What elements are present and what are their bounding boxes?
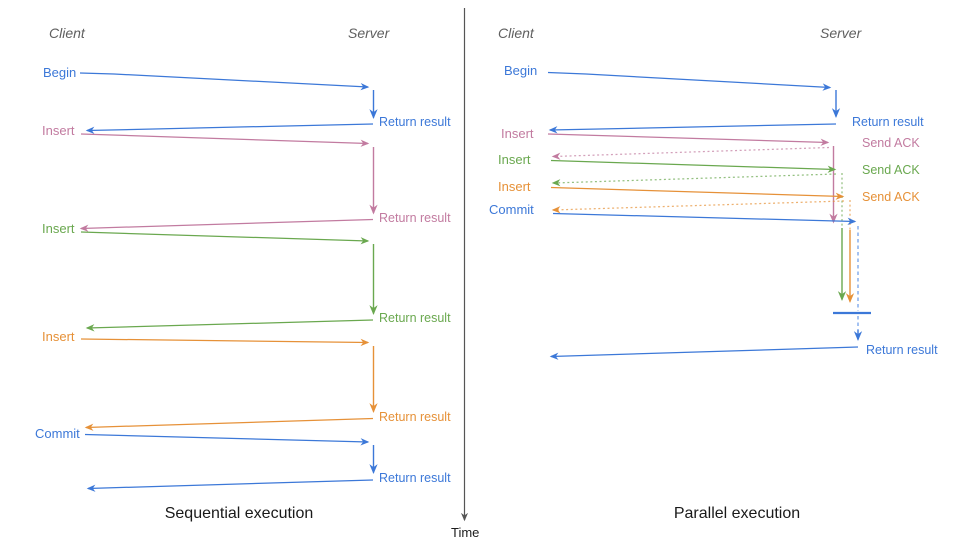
response-arrow [84, 417, 374, 431]
op-label-begin: Begin [504, 63, 537, 78]
sequential-panel: Client Server Begin Return result Insert… [35, 25, 451, 522]
request-arrow [84, 433, 370, 446]
op-label-insert-3: Insert [498, 179, 531, 194]
response-arrow [549, 346, 859, 360]
ack-arrow [551, 200, 845, 214]
panel-title-parallel: Parallel execution [674, 505, 800, 522]
op-label-insert-2: Insert [498, 152, 531, 167]
request-arrow [80, 133, 370, 147]
client-header: Client [498, 25, 535, 41]
time-axis-label: Time [451, 525, 479, 540]
op-label-insert-3: Insert [42, 329, 75, 344]
request-arrow [550, 186, 845, 200]
op-label-insert-2: Insert [42, 221, 75, 236]
response-label: Return result [379, 311, 451, 325]
op-label-insert-1: Insert [501, 126, 534, 141]
panel-title-sequential: Sequential execution [165, 505, 314, 522]
ack-arrow [551, 173, 837, 187]
response-arrow [86, 479, 374, 492]
response-label: Return result [379, 211, 451, 225]
parallel-panel: Client Server Begin Return result Insert… [489, 25, 938, 522]
response-arrow [85, 319, 374, 332]
request-arrow [80, 338, 370, 347]
op-label-commit: Commit [35, 426, 80, 441]
server-header: Server [820, 25, 863, 41]
ack-arrow [551, 146, 830, 160]
op-label-insert-1: Insert [42, 123, 75, 138]
request-arrow [79, 72, 370, 91]
request-arrow [80, 231, 370, 245]
response-label: Return result [379, 115, 451, 129]
response-label: Return result [379, 410, 451, 424]
response-label: Return result [852, 115, 924, 129]
request-arrow [550, 159, 837, 173]
request-arrow [547, 133, 830, 146]
response-arrow [79, 218, 374, 232]
response-label: Return result [379, 471, 451, 485]
op-label-begin: Begin [43, 65, 76, 80]
response-arrow [85, 123, 374, 135]
server-header: Server [348, 25, 391, 41]
request-arrow [552, 212, 857, 225]
ack-label: Send ACK [862, 163, 920, 177]
response-label: Return result [866, 343, 938, 357]
client-header: Client [49, 25, 86, 41]
ack-label: Send ACK [862, 136, 920, 150]
response-arrow [548, 123, 837, 134]
ack-label: Send ACK [862, 190, 920, 204]
request-arrow [547, 71, 832, 91]
op-label-commit: Commit [489, 202, 534, 217]
